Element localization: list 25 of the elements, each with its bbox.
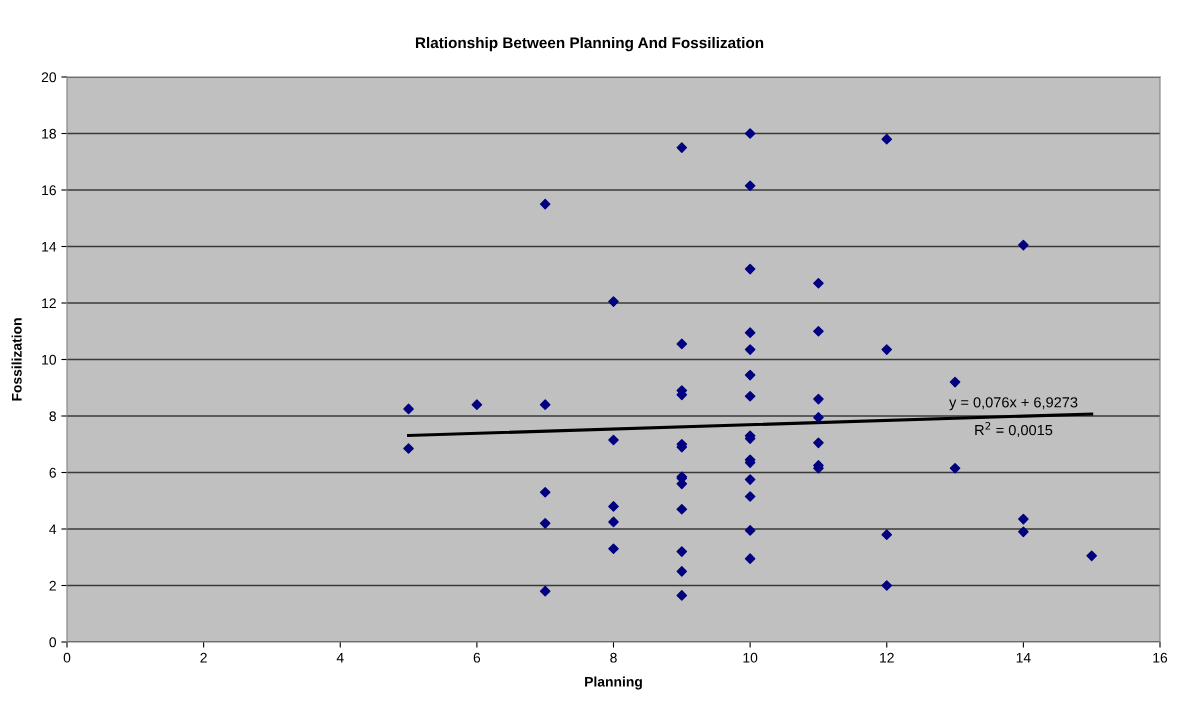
x-tick-label: 6 xyxy=(473,652,481,663)
x-tick-label: 4 xyxy=(336,652,344,663)
annotation: y = 0,076x + 6,9273 xyxy=(949,397,1078,411)
y-tick-label: 20 xyxy=(41,72,57,83)
y-tick-label: 6 xyxy=(49,467,56,478)
x-axis-title: Planning xyxy=(585,676,642,690)
x-tick-label: 12 xyxy=(880,652,894,663)
y-tick-label: 2 xyxy=(49,580,56,591)
y-tick-label: 12 xyxy=(42,298,56,309)
y-axis-title: Fossilization xyxy=(11,318,22,401)
y-tick-label: 0 xyxy=(49,637,57,648)
x-tick-label: 10 xyxy=(743,652,758,663)
y-tick-label: 16 xyxy=(42,185,56,196)
y-tick-label: 4 xyxy=(49,524,57,535)
x-tick-label: 2 xyxy=(200,652,207,663)
annotation: R$^{2}$ = 0,0015 xyxy=(975,421,1053,437)
x-tick-label: 0 xyxy=(63,652,71,663)
chart-title: Rlationship Between Planning And Fossilization xyxy=(415,36,764,52)
y-tick-label: 10 xyxy=(42,354,57,365)
y-tick-label: 18 xyxy=(42,128,56,139)
x-tick-label: 8 xyxy=(610,652,617,663)
x-tick-label: 16 xyxy=(1153,652,1168,663)
y-tick-label: 14 xyxy=(42,241,57,252)
x-tick-label: 14 xyxy=(1016,652,1031,663)
y-tick-label: 8 xyxy=(49,411,56,422)
